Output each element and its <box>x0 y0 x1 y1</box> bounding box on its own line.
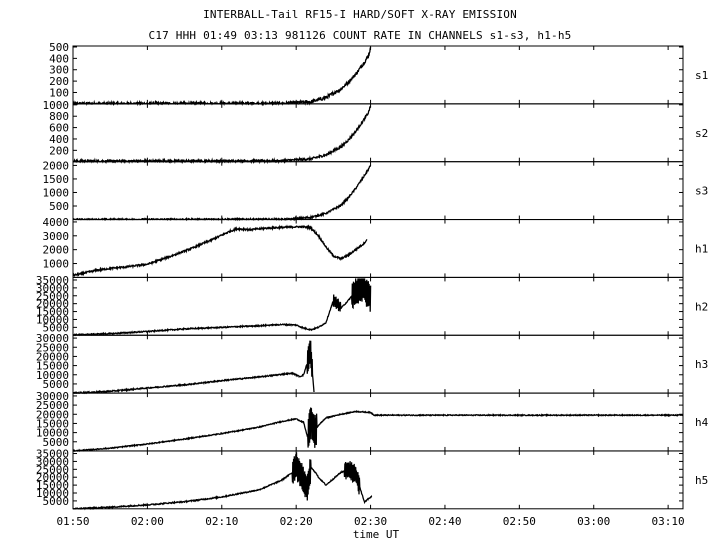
y-tick-label-h3: 25000 <box>36 341 69 354</box>
y-tick-label-s2: 400 <box>49 133 69 146</box>
x-tick-label: 01:50 <box>56 515 89 528</box>
channel-label-h3: h3 <box>695 358 708 371</box>
y-tick-label-h4: 10000 <box>36 427 69 440</box>
y-tick-label-h2: 15000 <box>36 306 69 319</box>
x-tick-label: 02:00 <box>131 515 164 528</box>
y-tick-label-h2: 20000 <box>36 298 69 311</box>
y-tick-label-s2: 800 <box>49 110 69 123</box>
channel-label-s1: s1 <box>695 69 708 82</box>
x-axis-label: time UT <box>353 528 400 541</box>
x-tick-label: 02:40 <box>428 515 461 528</box>
y-tick-label-h3: 20000 <box>36 350 69 363</box>
y-tick-label-h5: 25000 <box>36 463 69 476</box>
channel-label-s2: s2 <box>695 127 708 140</box>
y-tick-label-h5: 20000 <box>36 471 69 484</box>
panel-frame-s2 <box>72 103 684 163</box>
y-tick-label-h4: 30000 <box>36 390 69 403</box>
y-tick-label-h2: 5000 <box>43 321 70 334</box>
panel-frame-h2 <box>72 276 684 336</box>
series-line-s3 <box>72 165 372 222</box>
y-tick-label-h4: 20000 <box>36 408 69 421</box>
series-line-h2 <box>72 278 372 337</box>
y-tick-label-s3: 1000 <box>43 186 70 199</box>
channel-label-h2: h2 <box>695 300 708 313</box>
panel-frame-h5 <box>72 450 684 510</box>
panel-frame-s1 <box>72 45 684 105</box>
panel-frame-h3 <box>72 334 684 394</box>
channel-label-s3: s3 <box>695 185 708 198</box>
channel-label-h1: h1 <box>695 242 708 255</box>
y-tick-label-h3: 10000 <box>36 369 69 382</box>
y-tick-label-s1: 200 <box>49 75 69 88</box>
x-tick-label: 02:20 <box>280 515 313 528</box>
y-tick-label-s3: 2000 <box>43 159 70 172</box>
x-tick-label: 02:50 <box>503 515 536 528</box>
y-tick-label-h1: 1000 <box>43 258 70 271</box>
y-tick-label-s3: 500 <box>49 200 69 213</box>
series-line-h5 <box>73 452 373 511</box>
y-tick-label-h1: 3000 <box>43 230 70 243</box>
y-tick-label-h2: 25000 <box>36 290 69 303</box>
x-tick-label: 03:00 <box>577 515 610 528</box>
y-tick-label-s1: 300 <box>49 64 69 77</box>
series-line-s2 <box>73 105 372 165</box>
y-tick-label-h1: 4000 <box>43 216 70 229</box>
panel-frame-s3 <box>72 161 684 221</box>
y-tick-label-h5: 30000 <box>36 455 69 468</box>
y-tick-label-h1: 2000 <box>43 244 70 257</box>
y-tick-label-h3: 30000 <box>36 332 69 345</box>
y-tick-label-h2: 35000 <box>36 274 69 287</box>
y-tick-label-s2: 1000 <box>43 99 70 112</box>
y-tick-label-h5: 35000 <box>36 448 69 461</box>
y-tick-label-h5: 10000 <box>36 487 69 500</box>
x-tick-label: 02:30 <box>354 515 387 528</box>
series-line-h3 <box>72 340 315 395</box>
y-tick-label-h5: 5000 <box>43 495 70 508</box>
y-tick-label-s3: 1500 <box>43 173 70 186</box>
y-tick-label-s2: 200 <box>49 144 69 157</box>
y-tick-label-h4: 25000 <box>36 399 69 412</box>
y-tick-label-h4: 15000 <box>36 417 69 430</box>
series-line-h4 <box>72 407 684 453</box>
chart-subtitle: C17 HHH 01:49 03:13 981126 COUNT RATE IN… <box>148 29 572 42</box>
series-line-h1 <box>72 224 368 277</box>
series-line-s1 <box>72 46 372 107</box>
y-tick-label-s1: 100 <box>49 86 69 99</box>
channel-label-h5: h5 <box>695 474 708 487</box>
y-tick-label-h5: 15000 <box>36 479 69 492</box>
channel-label-h4: h4 <box>695 416 709 429</box>
y-tick-label-s2: 600 <box>49 122 69 135</box>
x-tick-label: 03:10 <box>652 515 685 528</box>
y-tick-label-h2: 30000 <box>36 282 69 295</box>
panel-frame-h1 <box>72 219 684 278</box>
y-tick-label-h3: 5000 <box>43 378 70 391</box>
y-tick-label-s1: 500 <box>49 41 69 54</box>
x-tick-label: 02:10 <box>205 515 238 528</box>
y-tick-label-s1: 400 <box>49 52 69 65</box>
y-tick-label-h2: 10000 <box>36 313 69 326</box>
y-tick-label-h3: 15000 <box>36 360 69 373</box>
chart-title: INTERBALL-Tail RF15-I HARD/SOFT X-RAY EM… <box>203 8 517 21</box>
y-tick-label-h4: 5000 <box>43 436 70 449</box>
